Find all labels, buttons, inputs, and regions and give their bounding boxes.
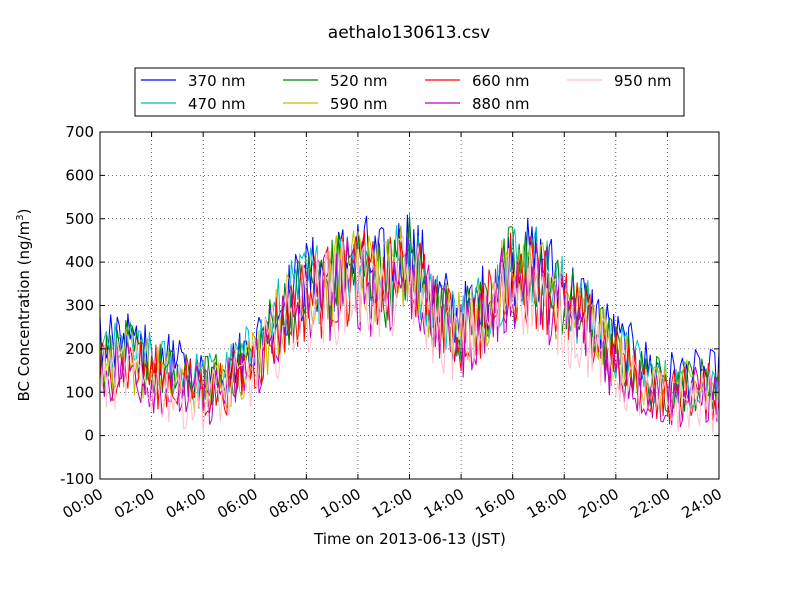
y-tick-label: 0 [84,427,94,445]
y-axis-label-main: BC Concentration (ng/m [15,221,33,402]
chart-title: aethalo130613.csv [328,23,490,43]
series-line-470-nm [100,212,719,411]
legend-label: 880 nm [472,95,530,113]
y-tick-label: 500 [65,210,94,228]
y-axis-label: BC Concentration (ng/m3) [15,209,33,402]
series-line-880-nm [100,236,719,428]
y-tick-label: 300 [65,297,94,315]
legend-label: 520 nm [330,72,388,90]
y-tick-label: 700 [65,123,94,141]
series-line-950-nm [100,235,719,433]
legend: 370 nm 470 nm 520 nm 590 nm 660 nm 880 nm 950 … [134,67,685,117]
legend-box [134,67,685,117]
y-tick-label: -100 [60,470,94,488]
y-tick-labels: -100 0 100 200 300 400 500 600 700 [60,123,94,488]
y-axis-label-close: ) [15,209,33,215]
legend-label: 590 nm [330,95,388,113]
legend-label: 370 nm [188,72,246,90]
y-tick-label: 100 [65,383,94,401]
legend-label: 950 nm [614,72,672,90]
legend-label: 660 nm [472,72,530,90]
legend-label: 470 nm [188,95,246,113]
series-lines [100,212,719,433]
x-axis-label: Time on 2013-06-13 (JST) [313,530,506,548]
axis-ticks [99,131,720,480]
y-tick-label: 200 [65,340,94,358]
y-tick-label: 600 [65,166,94,184]
y-tick-label: 400 [65,253,94,271]
y-axis-label-superscript: 3 [15,214,26,220]
